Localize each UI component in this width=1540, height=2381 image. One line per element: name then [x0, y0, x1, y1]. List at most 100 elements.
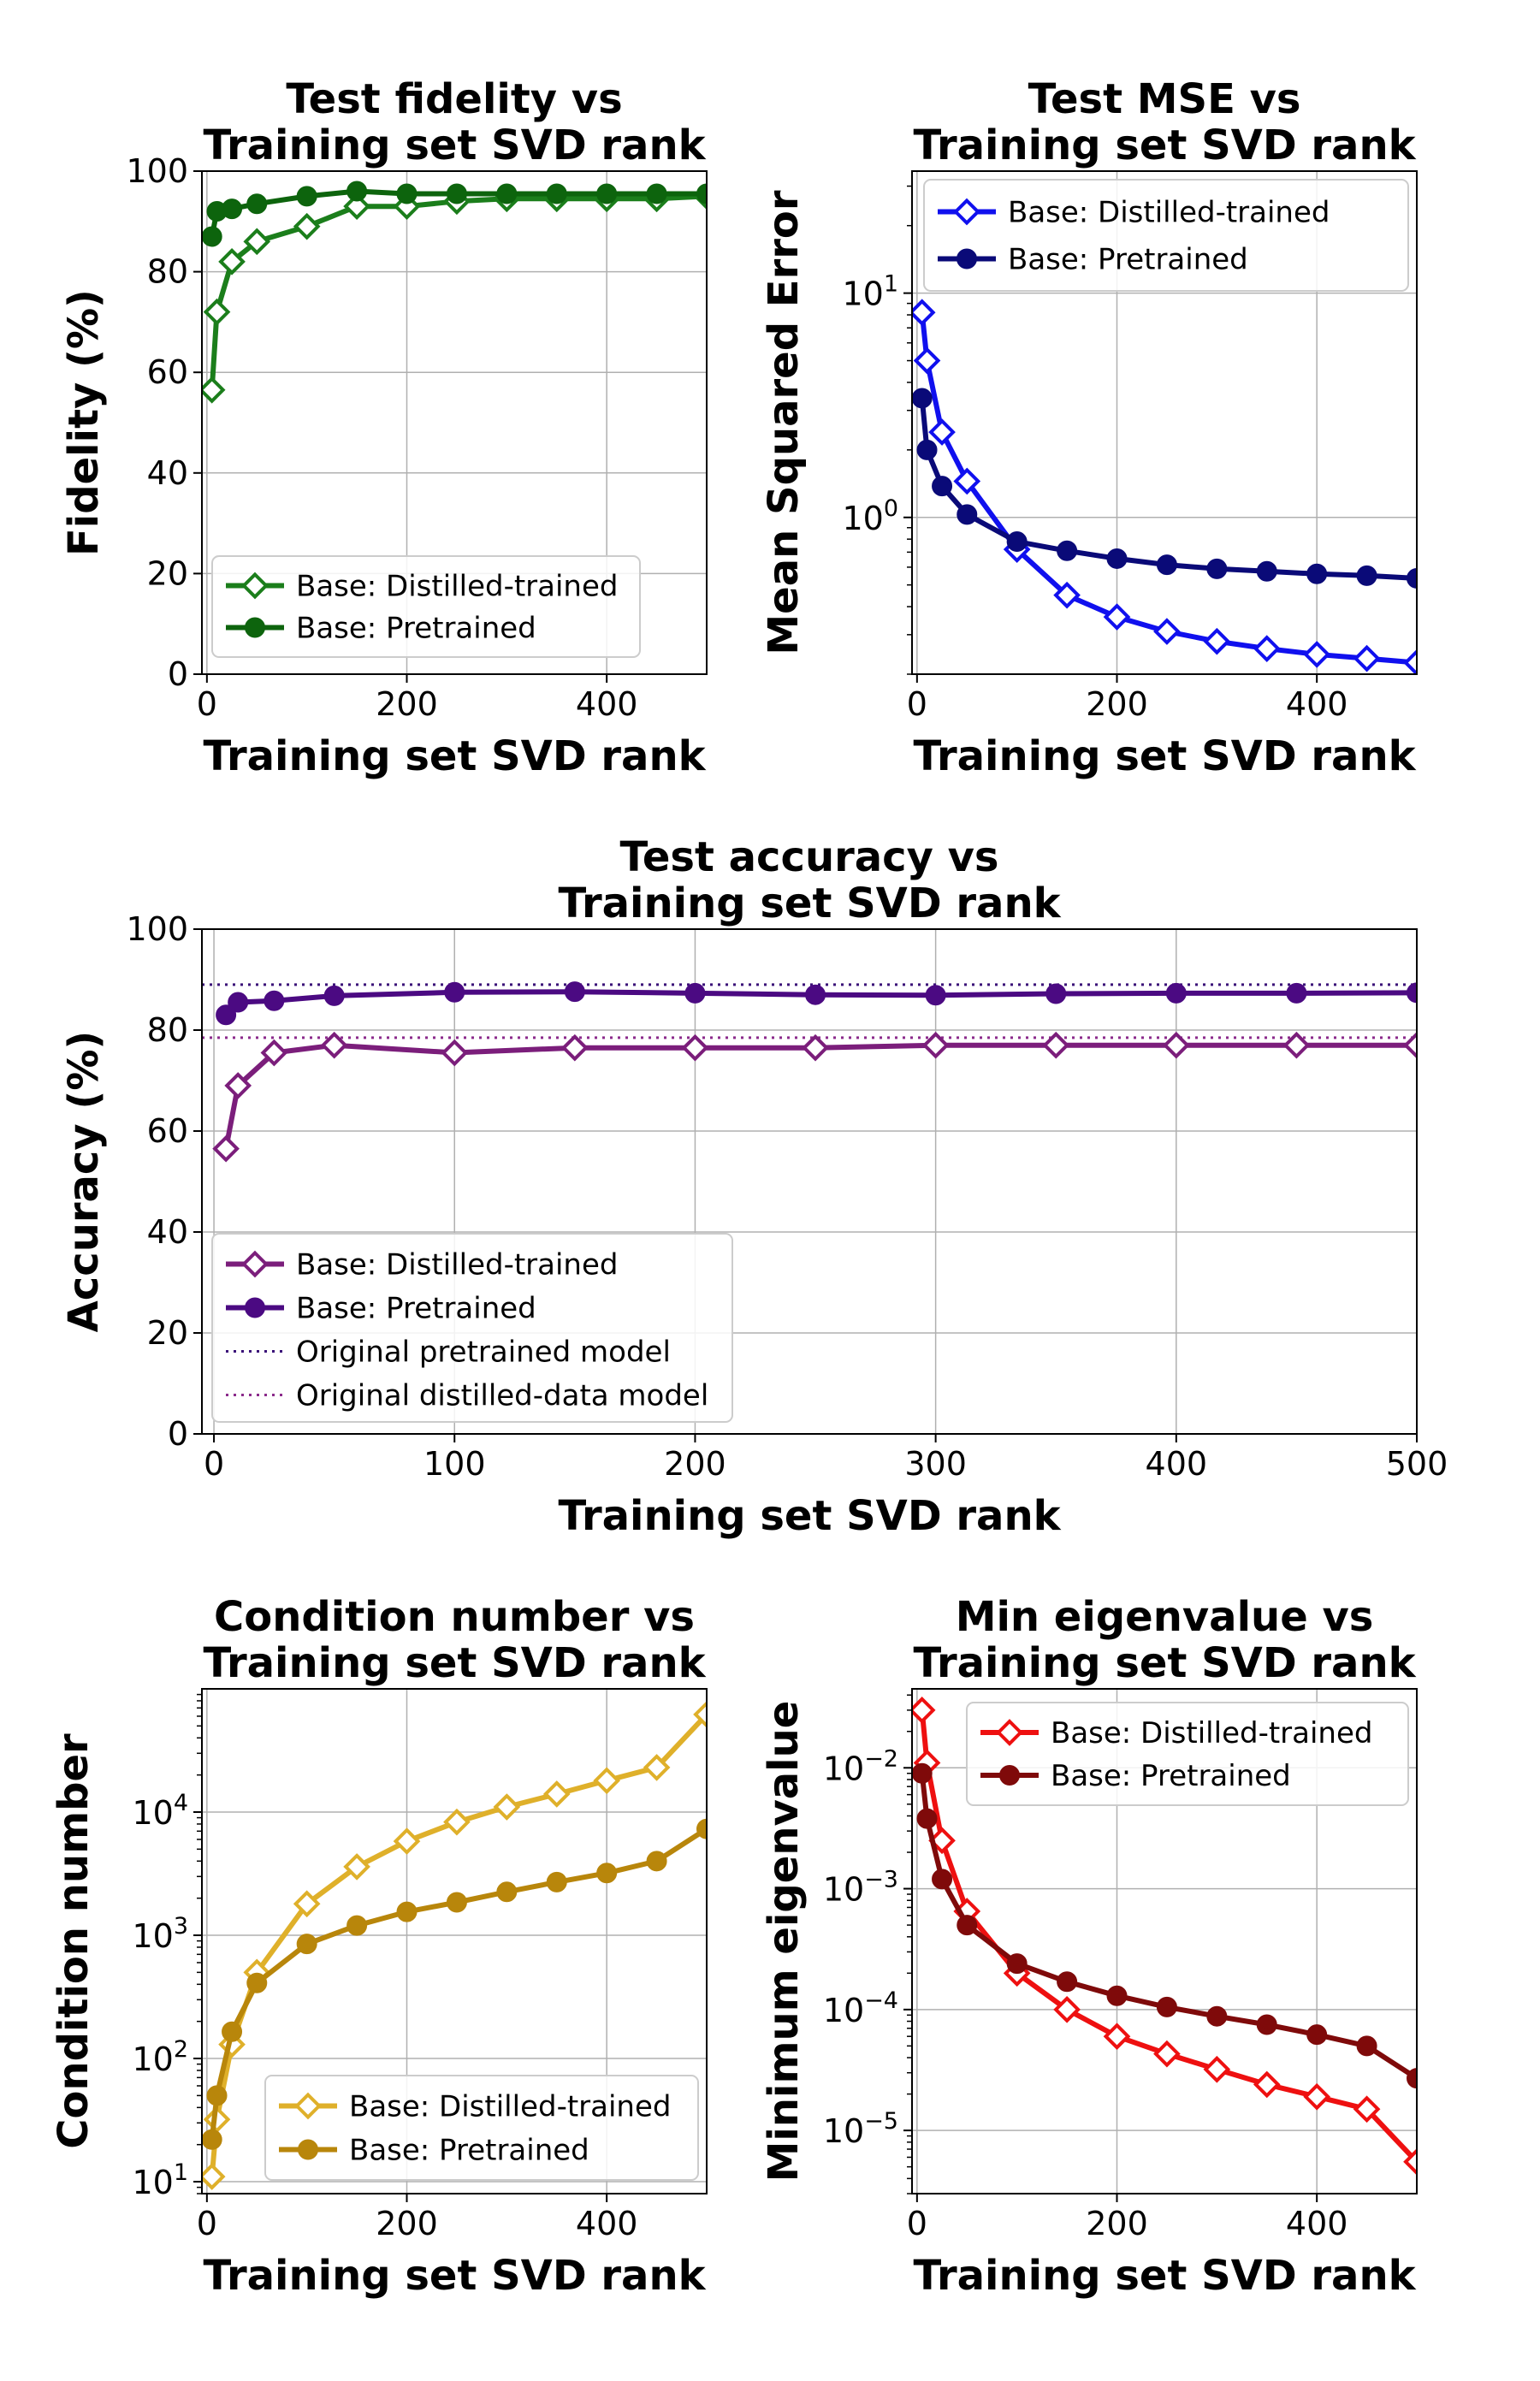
plot-frame — [201, 1688, 708, 2194]
data-point — [443, 1808, 471, 1836]
data-point — [1353, 2095, 1381, 2123]
y-axis-label: Condition number — [50, 1733, 98, 2149]
data-point — [1407, 2068, 1417, 2089]
legend-marker — [245, 1297, 265, 1318]
data-point — [1306, 563, 1328, 584]
chart-title-line-1: Condition number vs — [214, 1593, 695, 1641]
x-axis-label: Training set SVD rank — [913, 732, 1416, 780]
legend-marker — [245, 617, 265, 638]
plot-area — [912, 299, 1417, 674]
y-tick-label: 40 — [147, 454, 188, 492]
series-line — [223, 1042, 1417, 1150]
chart-title-line-1: Test fidelity vs — [286, 75, 622, 123]
legend-frame — [211, 555, 641, 658]
data-point — [542, 1780, 571, 1808]
y-axis-label: Mean Squared Error — [760, 190, 808, 654]
x-axis-label: Training set SVD rank — [558, 1492, 1061, 1540]
data-point — [1006, 531, 1028, 553]
data-point — [932, 476, 953, 497]
x-tick-label: 200 — [376, 685, 438, 723]
data-point — [1356, 2035, 1377, 2057]
data-point — [1045, 983, 1067, 1004]
data-point — [1403, 2147, 1417, 2176]
y-axis-label: Fidelity (%) — [60, 289, 108, 556]
y-tick-label: 103 — [132, 1913, 188, 1955]
tick-base: 10 — [132, 2040, 173, 2078]
legend-label: Base: Distilled-trained — [1008, 196, 1330, 230]
data-point — [1407, 982, 1417, 1004]
data-point — [212, 1134, 240, 1163]
data-point — [496, 183, 518, 204]
tick-exponent: −3 — [864, 1867, 898, 1893]
data-point — [1106, 1985, 1128, 2006]
series-line — [209, 193, 707, 390]
data-point — [957, 1915, 978, 1936]
tick-exponent: 0 — [884, 495, 898, 522]
data-point — [202, 376, 226, 404]
x-tick-label: 0 — [204, 1445, 224, 1483]
y-tick-label: 100 — [126, 152, 188, 190]
data-point — [1006, 1953, 1028, 1975]
tick-base: 10 — [823, 1871, 864, 1909]
y-tick-label: 60 — [147, 1112, 188, 1150]
chart-title-line-1: Min eigenvalue vs — [956, 1593, 1374, 1641]
data-point — [1407, 567, 1417, 589]
data-point — [912, 299, 936, 327]
chart-title-line-2: Training set SVD rank — [913, 121, 1416, 169]
data-point — [203, 298, 231, 326]
chart-title-line-2: Training set SVD rank — [558, 880, 1061, 927]
data-point — [1282, 1031, 1311, 1059]
data-point — [216, 1004, 237, 1026]
y-tick-label: 101 — [132, 2159, 188, 2201]
data-point — [293, 212, 321, 240]
chart-title-line-2: Training set SVD rank — [203, 121, 706, 169]
data-point — [564, 981, 585, 1003]
chart-title-line-1: Test MSE vs — [1028, 75, 1301, 123]
data-point — [928, 418, 956, 446]
data-point — [646, 183, 667, 204]
data-point — [246, 1972, 268, 1993]
data-point — [224, 1072, 252, 1099]
data-point — [643, 1754, 671, 1781]
legend-marker — [294, 2092, 322, 2120]
data-point — [202, 2129, 222, 2150]
y-tick-label: 100 — [842, 495, 898, 537]
data-point — [561, 1034, 589, 1062]
data-point — [912, 388, 933, 409]
data-point — [446, 1892, 467, 1913]
y-tick-label: 20 — [147, 554, 188, 592]
data-point — [296, 186, 317, 207]
tick-exponent: 2 — [174, 2036, 188, 2063]
plot-frame — [911, 170, 1418, 675]
data-point — [1206, 558, 1228, 579]
data-point — [218, 248, 246, 275]
legend-label: Base: Distilled-trained — [296, 1248, 618, 1282]
data-point — [912, 1762, 933, 1784]
tick-base: 10 — [842, 500, 883, 537]
x-axis-label: Training set SVD rank — [913, 2252, 1416, 2300]
data-point — [243, 228, 271, 256]
data-point — [1353, 644, 1381, 672]
x-tick-label: 400 — [1286, 685, 1348, 723]
legend-marker — [241, 572, 269, 600]
data-point — [393, 1827, 421, 1855]
data-point — [928, 1827, 956, 1855]
data-point — [681, 1034, 709, 1062]
legend-label: Base: Pretrained — [1008, 243, 1248, 277]
data-point — [323, 985, 345, 1006]
data-point — [444, 981, 465, 1003]
data-point — [1165, 982, 1187, 1004]
tick-base: 10 — [842, 275, 883, 313]
data-point — [1403, 1031, 1417, 1059]
y-tick-label: 100 — [126, 910, 188, 948]
data-point — [346, 1915, 368, 1936]
data-point — [493, 1793, 521, 1821]
data-point — [925, 985, 946, 1006]
data-point — [805, 984, 826, 1005]
data-point — [1203, 2055, 1231, 2083]
data-point — [932, 1869, 953, 1890]
data-point — [546, 1871, 567, 1892]
legend: Base: Distilled-trained Base: Pretrained — [966, 1702, 1409, 1806]
data-point — [346, 181, 368, 202]
